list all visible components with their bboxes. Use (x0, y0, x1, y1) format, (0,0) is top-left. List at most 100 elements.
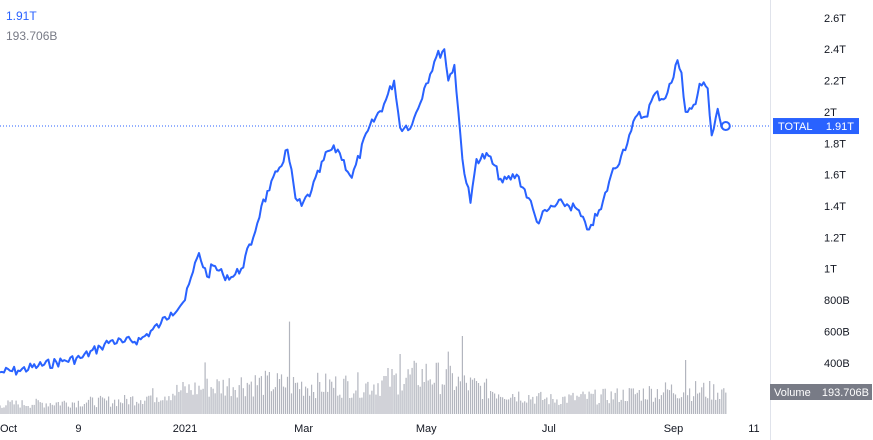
volume-bar (272, 389, 274, 414)
volume-bar (568, 394, 570, 414)
volume-bar (564, 396, 566, 414)
volume-bar (333, 387, 335, 414)
volume-bar (612, 399, 614, 414)
volume-bar (301, 381, 303, 414)
volume-bar (67, 406, 69, 414)
volume-bar (403, 384, 405, 414)
volume-bar (0, 405, 1, 414)
volume-bar (606, 400, 608, 414)
volume-bar (377, 383, 379, 414)
volume-bar (451, 373, 453, 414)
volume-bar (538, 393, 540, 414)
volume-bar (453, 390, 455, 414)
volume-bar (45, 403, 47, 414)
volume-bar (500, 396, 502, 414)
volume-bar (132, 396, 134, 414)
volume-bar (703, 382, 705, 414)
volume-bar (496, 398, 498, 414)
volume-bar (381, 380, 383, 414)
volume-bar (385, 376, 387, 414)
volume-bar (592, 393, 594, 414)
volume-bar (122, 403, 124, 414)
volume-bar (77, 400, 79, 414)
volume-bar (481, 399, 484, 414)
x-tick-label: 2021 (173, 423, 197, 435)
volume-bar (646, 399, 648, 414)
volume-bar (244, 396, 246, 414)
volume-bar (200, 389, 202, 414)
volume-bar (264, 370, 266, 414)
volume-bar (425, 363, 427, 414)
volume-bar (97, 397, 100, 414)
volume-bar (299, 389, 301, 414)
volume-bar (172, 393, 174, 414)
volume-bar (433, 382, 435, 414)
volume-tag-background (770, 384, 872, 400)
volume-bar (506, 399, 508, 414)
volume-bar (222, 379, 224, 414)
volume-bar (319, 382, 321, 414)
volume-bar (387, 368, 389, 414)
volume-bar (220, 393, 222, 414)
volume-bar (69, 407, 71, 414)
volume-bar (584, 394, 586, 414)
volume-bar (666, 389, 669, 414)
volume-bar (152, 388, 154, 414)
volume-bar (445, 369, 447, 414)
volume-bar (256, 385, 258, 414)
volume-bar (429, 379, 431, 414)
volume-bar (164, 396, 166, 414)
volume-bar (258, 377, 260, 414)
volume-bar (303, 395, 305, 414)
volume-bar (614, 392, 616, 414)
volume-bar (697, 393, 699, 414)
volume-bar (524, 401, 526, 414)
volume-bar (459, 381, 461, 414)
volume-bar (61, 401, 63, 414)
volume-bar (417, 385, 419, 414)
volume-bar (473, 378, 476, 414)
volume-bar (483, 382, 486, 414)
volume-bar (626, 401, 628, 414)
y-tick-label: 1.4T (824, 201, 846, 213)
volume-bar (140, 400, 142, 414)
volume-bar (226, 386, 228, 414)
y-axis: 2.6T 2.4T 2.2T 2T 1.8T 1.6T 1.4T 1.2T 1T 800B 600B… (824, 13, 850, 401)
volume-bar (29, 407, 31, 414)
volume-bar (252, 396, 254, 414)
volume-tag: Volume 193.706B (770, 384, 872, 400)
volume-bar (103, 398, 106, 414)
volume-bar (349, 398, 351, 414)
volume-bar (431, 384, 433, 414)
volume-bar (57, 402, 59, 414)
volume-bar (91, 397, 94, 414)
volume-bar (120, 402, 122, 414)
volume-bar (658, 399, 660, 414)
volume-bar (27, 406, 29, 414)
volume-bar (379, 395, 381, 414)
volume-bar (317, 372, 319, 414)
volume-bar (576, 395, 578, 414)
volume-bar (413, 360, 415, 414)
volume-bar (365, 383, 367, 414)
volume-bar (81, 406, 83, 414)
volume-bar (640, 400, 642, 414)
volume-bar (701, 387, 703, 414)
volume-bar (596, 404, 598, 414)
volume-bar (307, 388, 309, 414)
volume-bar (190, 390, 192, 414)
volume-bar (695, 381, 697, 414)
volume-bar (630, 388, 632, 414)
volume-bar (723, 388, 725, 414)
volume-bar (339, 394, 341, 414)
y-tick-label: 2.4T (824, 44, 846, 56)
volume-bar (214, 393, 216, 414)
volume-bar (136, 401, 138, 414)
volume-bar (719, 399, 721, 414)
volume-bar (676, 398, 679, 414)
volume-bar (367, 381, 369, 414)
volume-bar (648, 386, 650, 414)
volume-bar (108, 396, 110, 414)
volume-bar (405, 377, 407, 414)
